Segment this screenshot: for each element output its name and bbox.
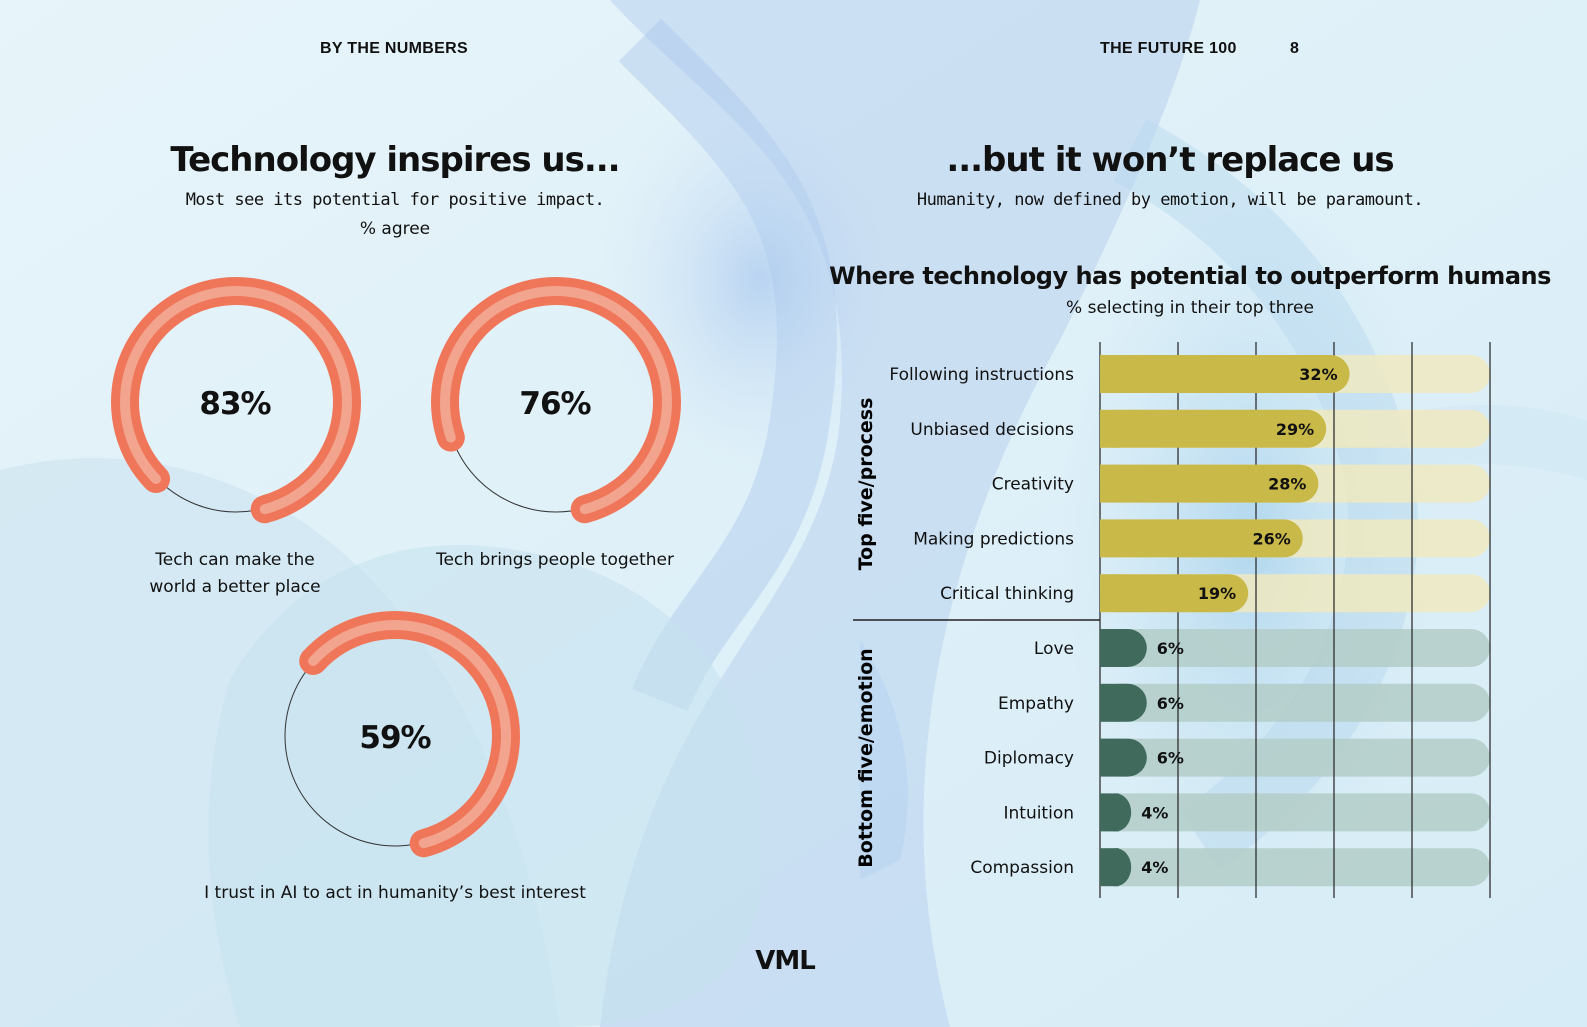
group-label-bottom: Bottom five/emotion bbox=[855, 648, 877, 867]
donut-chart-trust-ai bbox=[270, 611, 520, 861]
category-label: Unbiased decisions bbox=[910, 420, 1074, 440]
value-label: 6% bbox=[1157, 639, 1184, 658]
bar-start-cap bbox=[1100, 464, 1119, 503]
bar-track bbox=[1100, 793, 1490, 832]
bar-chart-subtitle: % selecting in their top three bbox=[1066, 298, 1314, 318]
bar-chart: Following instructions 32% Unbiased decisi… bbox=[853, 342, 1491, 898]
value-label: 28% bbox=[1268, 475, 1306, 494]
category-label: Love bbox=[1034, 639, 1074, 659]
bar-unbiased-decisions bbox=[1100, 409, 1327, 448]
bar-track bbox=[1100, 738, 1490, 777]
page-number: 8 bbox=[1290, 40, 1300, 57]
left-unit: % agree bbox=[359, 219, 431, 239]
donut-arc-highlight bbox=[120, 286, 352, 518]
bar-start-cap bbox=[1100, 409, 1119, 448]
value-label: 26% bbox=[1253, 529, 1291, 548]
donut-arc-highlight bbox=[279, 620, 511, 852]
donut-chart-brings-people-together bbox=[431, 277, 681, 527]
bar-start-cap bbox=[1100, 574, 1119, 613]
bar-start-cap bbox=[1100, 355, 1119, 393]
value-label: 6% bbox=[1157, 749, 1184, 768]
bar-track bbox=[1100, 683, 1490, 722]
bar-start-cap bbox=[1100, 683, 1119, 722]
donut-value-label: 83% bbox=[199, 386, 271, 422]
category-label: Diplomacy bbox=[984, 749, 1074, 769]
caption-line: I trust in AI to act in humanity’s best … bbox=[204, 883, 586, 903]
left-title: Technology inspires us... bbox=[170, 140, 620, 180]
section-label: BY THE NUMBERS bbox=[320, 40, 468, 57]
bar-start-cap bbox=[1100, 738, 1119, 777]
category-label: Making predictions bbox=[913, 529, 1074, 549]
bar-track bbox=[1100, 848, 1490, 887]
group-label-top: Top five/process bbox=[855, 398, 877, 571]
value-label: 4% bbox=[1141, 803, 1168, 822]
value-label: 4% bbox=[1141, 858, 1168, 877]
right-subtitle: Humanity, now defined by emotion, will b… bbox=[916, 190, 1424, 210]
bar-start-cap bbox=[1100, 848, 1119, 887]
bar-start-cap bbox=[1100, 519, 1119, 558]
donut-value-label: 59% bbox=[359, 720, 431, 756]
category-label: Creativity bbox=[992, 475, 1074, 495]
category-label: Critical thinking bbox=[940, 584, 1074, 604]
donut-caption: Tech can make the world a better place bbox=[105, 547, 365, 601]
vml-logo: VML bbox=[755, 946, 816, 976]
category-label: Empathy bbox=[998, 694, 1074, 714]
bar-critical-thinking bbox=[1100, 574, 1249, 613]
bar-chart-title: Where technology has potential to outper… bbox=[829, 262, 1551, 290]
donut-caption: I trust in AI to act in humanity’s best … bbox=[145, 880, 645, 907]
category-label: Intuition bbox=[1003, 803, 1074, 823]
category-label: Compassion bbox=[970, 858, 1074, 878]
bar-start-cap bbox=[1100, 629, 1119, 667]
bar-creativity bbox=[1100, 464, 1319, 503]
publication-title: THE FUTURE 100 bbox=[1100, 40, 1237, 57]
value-label: 19% bbox=[1198, 584, 1236, 603]
value-label: 32% bbox=[1299, 365, 1337, 384]
bar-making-predictions bbox=[1100, 519, 1303, 558]
value-label: 29% bbox=[1276, 420, 1314, 439]
donut-charts bbox=[111, 277, 681, 861]
caption-line: Tech can make the bbox=[155, 550, 315, 570]
caption-line: world a better place bbox=[149, 577, 321, 597]
category-label: Following instructions bbox=[889, 365, 1074, 385]
bar-start-cap bbox=[1100, 793, 1119, 832]
left-subtitle: Most see its potential for positive impa… bbox=[185, 190, 605, 210]
right-title: ...but it won’t replace us bbox=[946, 140, 1394, 180]
donut-caption: Tech brings people together bbox=[405, 547, 705, 574]
bar-track bbox=[1100, 629, 1490, 667]
caption-line: Tech brings people together bbox=[435, 550, 675, 570]
value-label: 6% bbox=[1157, 694, 1184, 713]
donut-value-label: 76% bbox=[519, 386, 591, 422]
donut-chart-tech-better-world bbox=[111, 277, 361, 527]
donut-arc-highlight bbox=[440, 286, 672, 518]
bar-following-instructions bbox=[1100, 355, 1350, 393]
